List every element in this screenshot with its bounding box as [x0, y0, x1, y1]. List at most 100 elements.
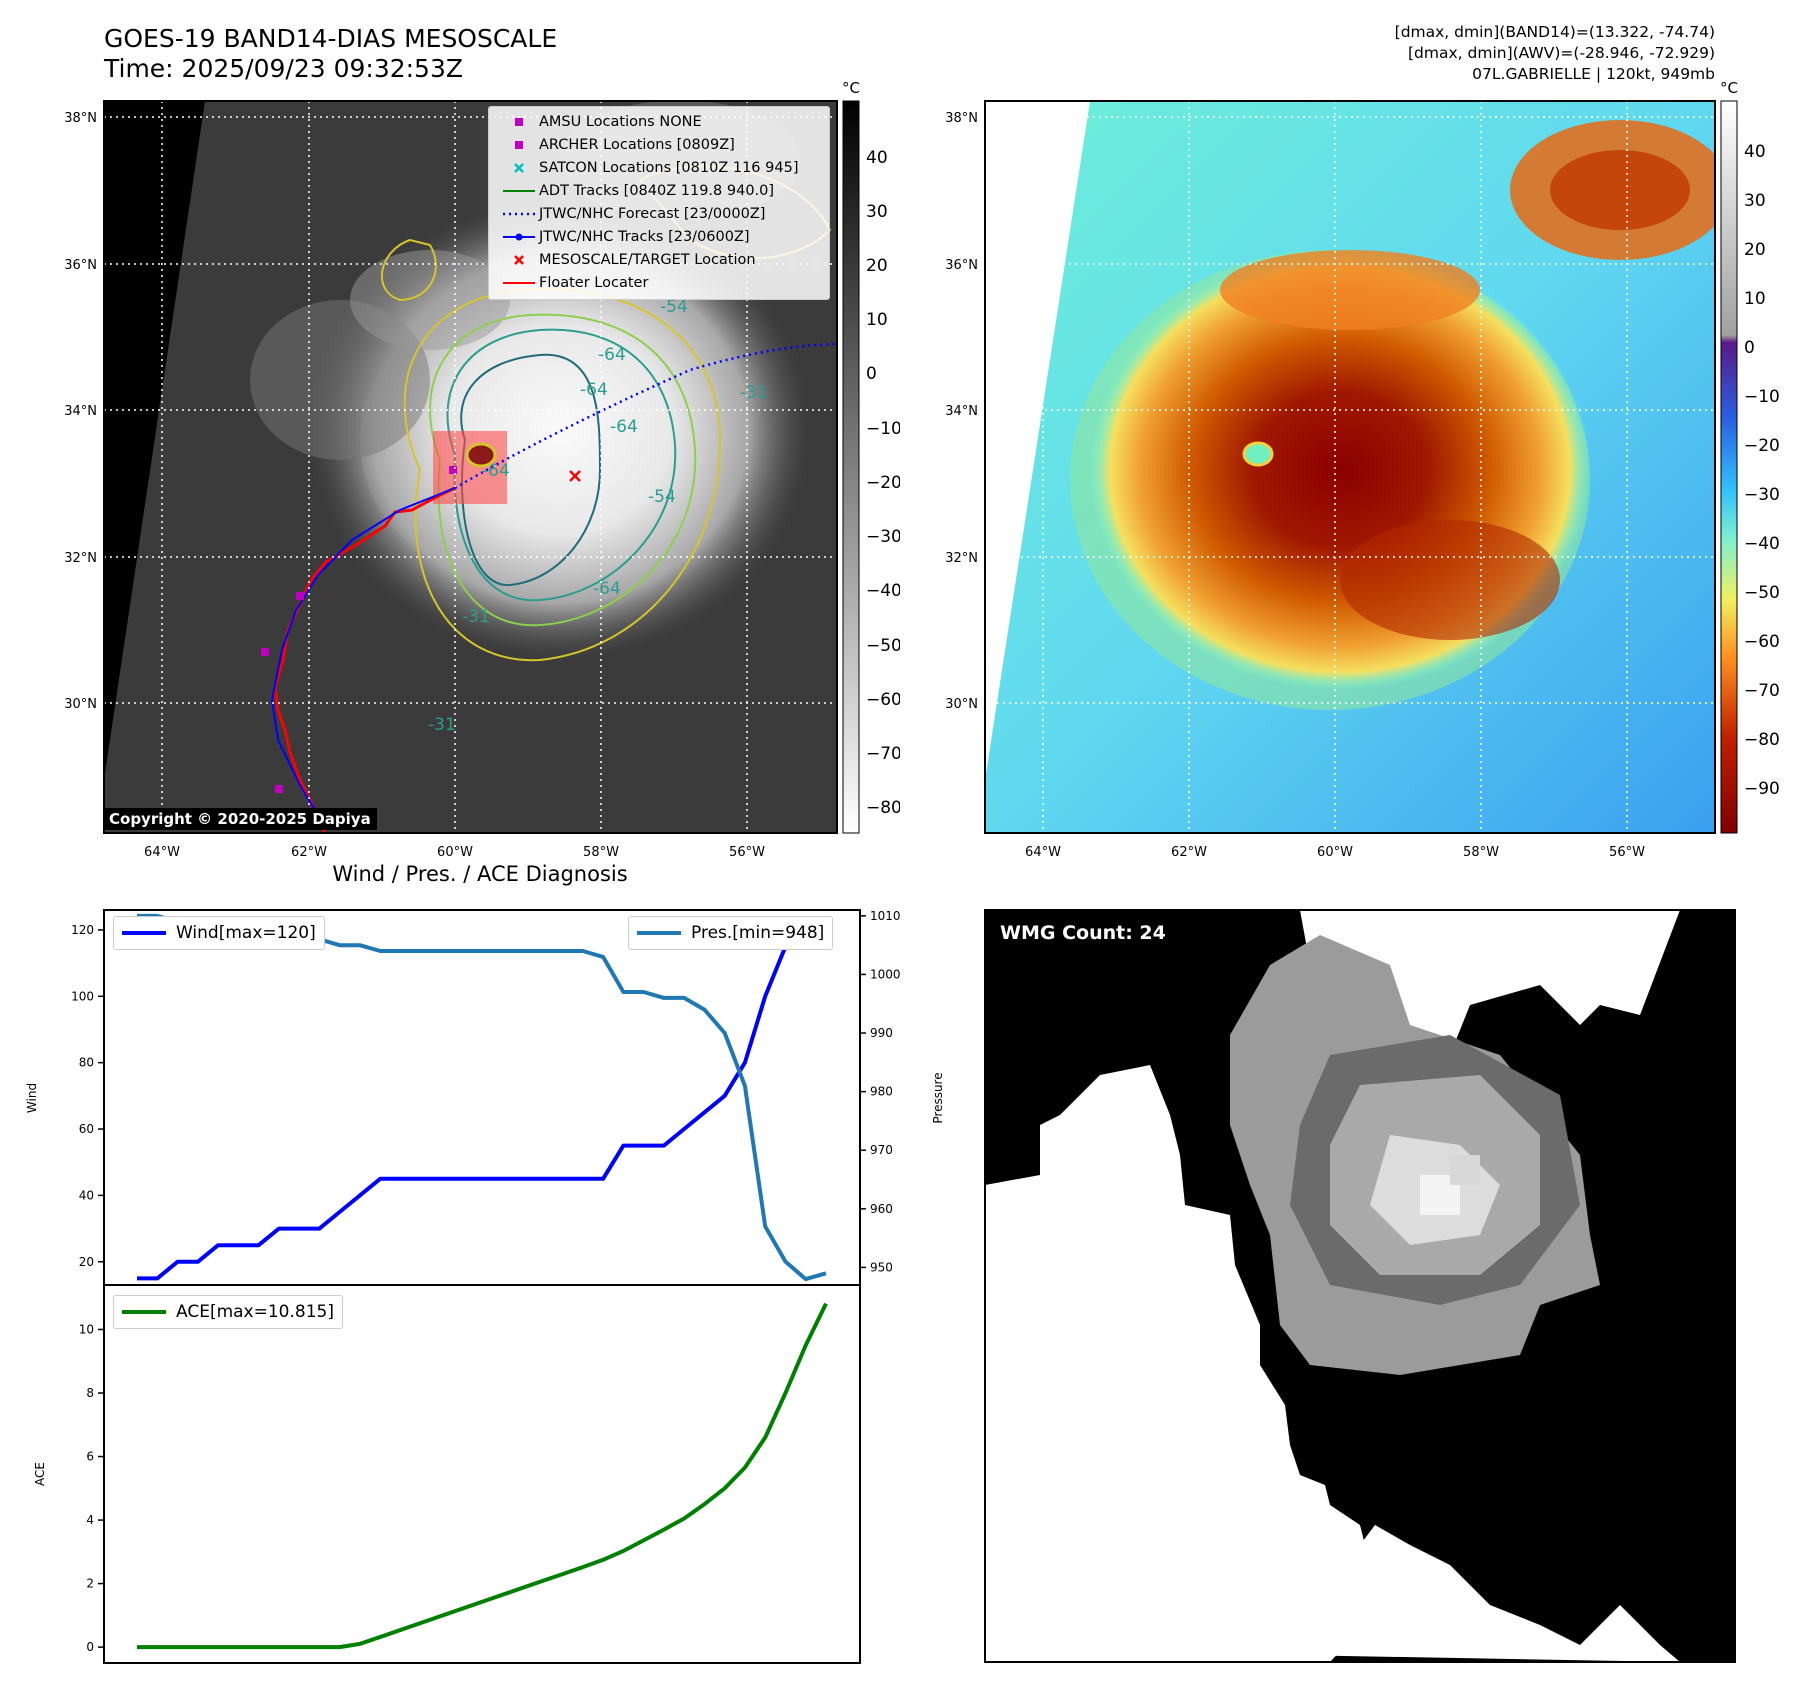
contour-dark-teal	[460, 353, 602, 587]
cbar-tick: 0	[1744, 338, 1755, 358]
wind-legend-label: Wind[max=120]	[176, 923, 316, 943]
cbar-tick: 0	[866, 364, 877, 384]
map-gridlines	[985, 101, 1715, 833]
jtwc-nhc-track	[270, 487, 456, 816]
contour-yellow	[403, 287, 722, 662]
color-ir-imagery	[985, 101, 1715, 833]
cbar-tick: −70	[866, 744, 900, 764]
ace-series-line	[137, 1302, 828, 1650]
storm-id-intensity: 07L.GABRIELLE | 120kt, 949mb	[1472, 65, 1715, 83]
color-ir-colorbar-unit: °C	[1720, 79, 1738, 97]
cbar-tick: −20	[1744, 436, 1780, 456]
contour-label: -31	[462, 607, 490, 627]
contour-label: -64	[580, 380, 608, 400]
pressure-tick-label: 950	[870, 1260, 893, 1274]
cbar-tick: −60	[1744, 632, 1780, 652]
wind-axis-label: Wind	[25, 1083, 39, 1113]
pressure-axis-label: Pressure	[931, 1072, 945, 1123]
ace-tick-label: 10	[79, 1322, 94, 1336]
lon-labels-left: 64°W 62°W 60°W 58°W 56°W	[144, 845, 765, 860]
ace-tick-label: 4	[86, 1513, 94, 1527]
lat-label: 34°N	[945, 404, 978, 419]
awv-range: [dmax, dmin](AWV)=(-28.946, -72.929)	[1408, 44, 1715, 62]
cbar-tick: −50	[866, 636, 900, 656]
wind-tick-label: 80	[79, 1056, 94, 1070]
ace-axis-ticks: 0 2 4 6 8 10	[79, 1322, 104, 1654]
title-line-1: GOES-19 BAND14-DIAS MESOSCALE	[104, 24, 558, 53]
cbar-tick: 30	[866, 202, 888, 222]
wind-series-line	[137, 927, 826, 1281]
lon-label: 64°W	[1025, 845, 1061, 860]
legend-label: ADT Tracks [0840Z 119.8 940.0]	[539, 183, 775, 199]
cbar-tick: 30	[1744, 191, 1766, 211]
cbar-tick: −70	[1744, 681, 1780, 701]
lon-label: 62°W	[291, 845, 327, 860]
ace-tick-label: 0	[86, 1640, 94, 1654]
archer-location-marker	[275, 785, 283, 793]
pressure-legend: Pres.[min=948]	[628, 916, 834, 950]
ace-legend: ACE[max=10.815]	[113, 1295, 343, 1329]
contour-light-green	[429, 313, 697, 627]
contour-label: -31	[428, 715, 456, 735]
legend-label: ARCHER Locations [0809Z]	[539, 137, 735, 153]
band14-range: [dmax, dmin](BAND14)=(13.322, -74.74)	[1394, 23, 1715, 41]
lon-label: 60°W	[437, 845, 473, 860]
lat-label: 38°N	[945, 111, 978, 126]
ir-colorbar	[842, 100, 860, 834]
wind-tick-label: 100	[71, 989, 94, 1003]
storm-summary: [dmax, dmin](BAND14)=(13.322, -74.74) [dm…	[1395, 22, 1715, 85]
cbar-tick: −80	[866, 798, 900, 818]
contour-label: -54	[648, 487, 676, 507]
archer-location-marker	[261, 648, 269, 656]
ace-tick-label: 6	[86, 1450, 94, 1464]
legend-label: MESOSCALE/TARGET Location	[539, 252, 756, 268]
ace-legend-swatch	[122, 1310, 166, 1314]
color-ir-colorbar	[1720, 100, 1738, 834]
diagnosis-title: Wind / Pres. / ACE Diagnosis	[332, 862, 628, 886]
archer-location-marker	[449, 466, 457, 474]
cbar-tick: −40	[1744, 534, 1780, 554]
contour-label: -64	[482, 461, 510, 481]
contour-label: -31	[740, 383, 768, 403]
cbar-tick: −60	[866, 690, 900, 710]
eye-feature	[1242, 441, 1274, 467]
wmg-count-label: WMG Count: 24	[1000, 922, 1166, 944]
lat-label: 36°N	[945, 258, 978, 273]
cbar-tick: 40	[866, 148, 888, 168]
contour-label: -64	[593, 579, 621, 599]
contour-label: -54	[660, 297, 688, 317]
pressure-legend-swatch	[637, 931, 681, 935]
ir-colorbar-unit: °C	[842, 79, 860, 97]
color-ir-map-frame	[984, 100, 1716, 834]
cbar-tick: −90	[1744, 779, 1780, 799]
ace-legend-label: ACE[max=10.815]	[176, 1302, 334, 1322]
lon-label: 64°W	[144, 845, 180, 860]
pressure-tick-label: 970	[870, 1143, 893, 1157]
cbar-tick: −30	[866, 527, 900, 547]
mesoscale-target-marker	[569, 470, 581, 482]
pressure-tick-label: 1010	[870, 909, 901, 923]
wind-tick-label: 20	[79, 1255, 94, 1269]
lat-labels-left: 38°N 36°N 34°N 32°N 30°N	[64, 111, 97, 712]
lon-label: 58°W	[583, 845, 619, 860]
lat-label: 38°N	[64, 111, 97, 126]
pressure-tick-label: 960	[870, 1202, 893, 1216]
contour-label: -64	[598, 345, 626, 365]
wind-legend-swatch	[122, 931, 166, 935]
pressure-tick-label: 990	[870, 1026, 893, 1040]
lat-label: 32°N	[945, 551, 978, 566]
lat-label: 32°N	[64, 551, 97, 566]
cbar-tick: 20	[1744, 240, 1766, 260]
lon-labels-right: 64°W 62°W 60°W 58°W 56°W	[1025, 845, 1645, 860]
lat-label: 30°N	[64, 697, 97, 712]
legend-label: AMSU Locations NONE	[539, 114, 702, 130]
ace-tick-label: 8	[86, 1386, 94, 1400]
lon-label: 60°W	[1317, 845, 1353, 860]
lat-label: 30°N	[945, 697, 978, 712]
lat-label: 36°N	[64, 258, 97, 273]
ir-map-legend: AMSU Locations NONE ARCHER Locations [08…	[488, 106, 830, 300]
cbar-tick: −20	[866, 473, 900, 493]
legend-label: Floater Locater	[539, 275, 649, 291]
pressure-tick-label: 980	[870, 1085, 893, 1099]
contour-teal	[446, 328, 677, 602]
